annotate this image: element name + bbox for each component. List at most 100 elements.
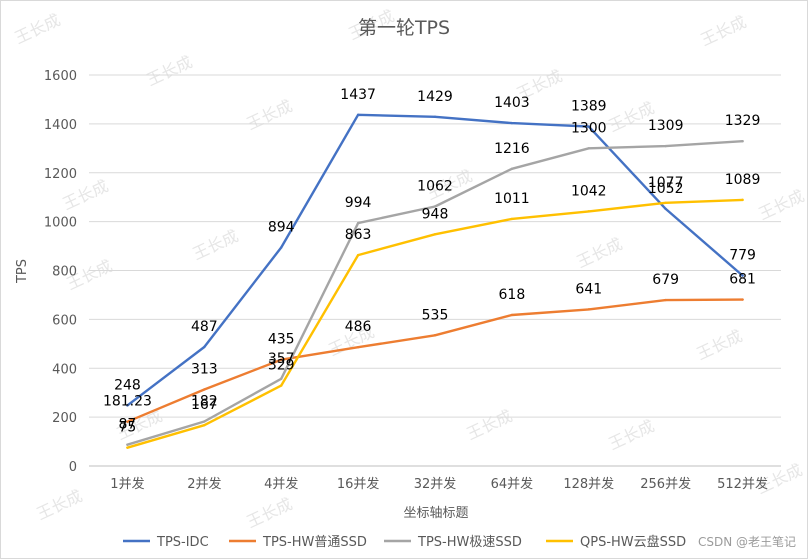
x-tick-label: 32并发 [414, 476, 457, 492]
data-label: 487 [191, 319, 218, 335]
data-label: 1309 [648, 118, 684, 134]
data-point [203, 420, 206, 423]
data-label: 1052 [648, 181, 684, 197]
x-tick-label: 128并发 [563, 476, 614, 492]
y-axis-title: TPS [15, 259, 30, 284]
data-point [280, 384, 283, 387]
x-tick-label: 4并发 [264, 476, 298, 492]
x-tick-label: 512并发 [717, 476, 768, 492]
data-point [587, 210, 590, 213]
data-point [587, 125, 590, 128]
y-tick-label: 800 [52, 265, 77, 280]
x-tick-label: 64并发 [491, 476, 534, 492]
data-point [664, 298, 667, 302]
data-label: 1403 [494, 95, 530, 111]
data-point [510, 167, 514, 171]
y-tick-label: 400 [52, 362, 77, 377]
gridlines [89, 74, 781, 467]
series-layer [126, 113, 744, 449]
x-tick-label: 256并发 [640, 476, 691, 492]
data-label: 863 [345, 227, 372, 243]
data-point [741, 140, 744, 143]
y-tick-label: 600 [52, 313, 77, 328]
x-tick-label: 2并发 [187, 476, 221, 492]
data-label: 248 [114, 377, 141, 393]
data-point [126, 404, 129, 407]
data-point [433, 334, 437, 337]
legend: TPS-IDC TPS-HW普通SSD TPS-HW极速SSD QPS-HW云盘SSD [123, 534, 686, 550]
data-label: 1077 [648, 175, 684, 191]
x-tick-label: 1并发 [110, 476, 144, 492]
data-point [356, 346, 360, 349]
data-point [510, 121, 514, 125]
data-point [356, 253, 360, 257]
data-point [280, 246, 283, 249]
data-point [126, 420, 129, 423]
data-label: 329 [268, 358, 295, 374]
data-point [510, 313, 514, 317]
data-point [587, 147, 590, 150]
data-point [126, 443, 129, 446]
chart-title: 第一轮TPS [358, 17, 450, 39]
data-label: 1389 [571, 99, 607, 115]
data-point [126, 446, 129, 449]
data-label: 1042 [571, 183, 607, 199]
data-label: 75 [119, 420, 137, 436]
data-point [433, 233, 437, 236]
data-point [664, 207, 667, 211]
data-label: 1300 [571, 120, 607, 136]
y-tick-label: 200 [52, 411, 77, 426]
data-label: 1437 [340, 87, 376, 103]
data-label: 641 [575, 281, 602, 297]
data-label: 181.23 [103, 394, 152, 410]
x-tick-label: 16并发 [337, 476, 380, 492]
data-point [510, 217, 514, 221]
y-tick-label: 1600 [44, 69, 77, 84]
data-label: 1329 [725, 113, 761, 129]
data-label: 435 [268, 332, 295, 348]
data-point [741, 298, 744, 301]
data-point [203, 423, 206, 427]
data-point [741, 274, 744, 277]
data-label: 948 [422, 206, 449, 222]
data-point [433, 115, 437, 118]
y-axis-ticks: 0 200 400 600 800 1000 1200 1400 1600 [44, 69, 77, 475]
data-label: 87 [119, 417, 137, 433]
data-label: 1429 [417, 89, 453, 105]
y-tick-label: 1400 [44, 118, 77, 133]
data-point [203, 345, 206, 349]
data-point [356, 221, 360, 225]
data-label: 486 [345, 319, 372, 335]
data-label: 1089 [725, 172, 761, 188]
data-label: 679 [652, 272, 679, 288]
legend-label: TPS-IDC [156, 535, 209, 550]
x-axis-ticks: 1并发 2并发 4并发 16并发 32并发 64并发 128并发 256并发 512并发 [110, 476, 768, 492]
data-label: 1062 [417, 178, 453, 194]
x-axis-title: 坐标轴标题 [403, 506, 468, 521]
data-point [280, 377, 283, 380]
data-label: 182 [191, 394, 218, 410]
data-label: 1011 [494, 191, 530, 207]
data-label: 167 [191, 397, 218, 413]
y-tick-label: 1000 [44, 216, 77, 231]
data-point [664, 201, 667, 205]
data-label: 1216 [494, 141, 530, 157]
data-point [664, 144, 667, 148]
data-labels: 248 487 894 1437 1429 1403 1389 1052 779 181.23 31… [103, 87, 760, 436]
data-label: 994 [345, 195, 372, 211]
data-label: 779 [729, 248, 756, 264]
data-point [741, 198, 744, 202]
data-point [587, 308, 590, 311]
data-point [203, 388, 206, 391]
data-label: 535 [422, 307, 449, 323]
data-label: 357 [268, 351, 295, 367]
data-point [280, 358, 283, 361]
data-label: 618 [499, 287, 526, 303]
legend-label: TPS-HW普通SSD [262, 535, 367, 550]
data-label: 681 [729, 272, 756, 288]
data-label: 894 [268, 220, 295, 236]
legend-label: QPS-HW云盘SSD [580, 534, 686, 550]
legend-label: TPS-HW极速SSD [417, 535, 522, 550]
data-label: 313 [191, 362, 218, 378]
